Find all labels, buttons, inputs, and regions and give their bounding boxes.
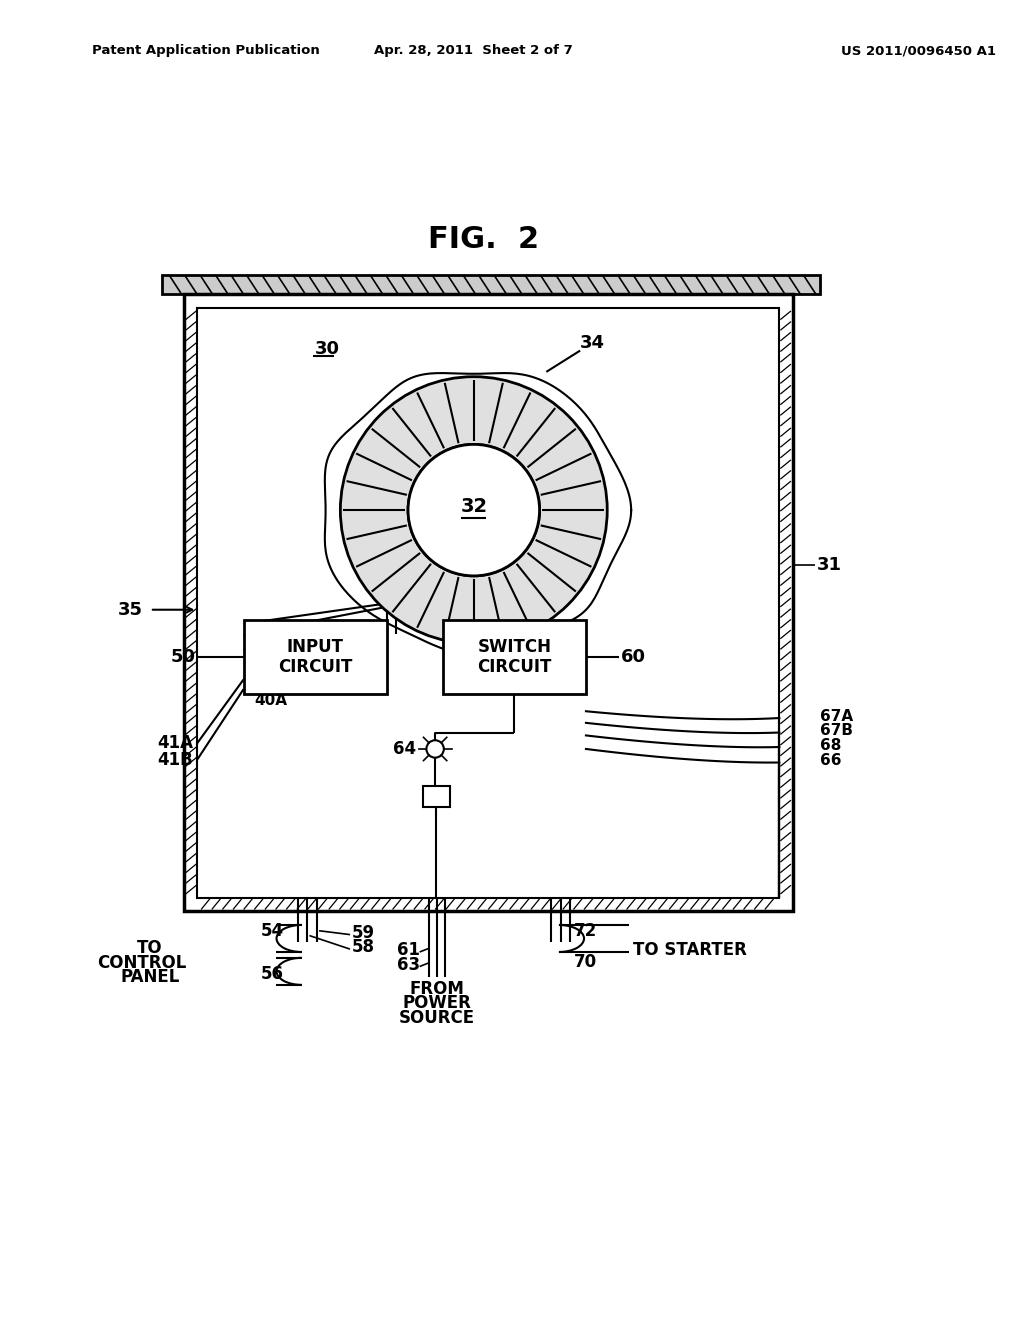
Text: 67B: 67B <box>820 723 853 738</box>
Text: 34: 34 <box>581 334 605 352</box>
Text: 63: 63 <box>396 956 420 974</box>
Text: 68: 68 <box>820 738 842 752</box>
Bar <box>442 620 586 694</box>
Text: Patent Application Publication: Patent Application Publication <box>92 45 319 57</box>
Text: 70: 70 <box>573 953 597 970</box>
Text: 35: 35 <box>118 601 143 619</box>
Text: SOURCE: SOURCE <box>399 1008 475 1027</box>
Polygon shape <box>325 374 631 655</box>
Text: CIRCUIT: CIRCUIT <box>477 657 552 676</box>
Text: 32: 32 <box>460 496 487 516</box>
Text: 56: 56 <box>261 965 284 983</box>
Text: Apr. 28, 2011  Sheet 2 of 7: Apr. 28, 2011 Sheet 2 of 7 <box>375 45 573 57</box>
Text: 50: 50 <box>170 648 196 667</box>
Text: 54: 54 <box>261 921 285 940</box>
Text: 61: 61 <box>396 941 420 960</box>
Text: 66: 66 <box>820 754 842 768</box>
Bar <box>423 785 450 807</box>
Text: 58: 58 <box>352 939 375 956</box>
Text: 41B: 41B <box>158 751 194 768</box>
Bar <box>163 275 820 294</box>
Bar <box>198 308 779 898</box>
Text: FIG.  2: FIG. 2 <box>428 224 539 253</box>
Text: POWER: POWER <box>402 994 471 1012</box>
Text: 30: 30 <box>314 339 339 358</box>
Text: 59: 59 <box>352 924 375 941</box>
Text: 31: 31 <box>817 556 842 574</box>
Text: 60: 60 <box>621 648 646 667</box>
Text: SWITCH: SWITCH <box>477 639 551 656</box>
Text: INPUT: INPUT <box>287 639 344 656</box>
Bar <box>183 294 793 911</box>
Bar <box>244 620 387 694</box>
Text: FROM: FROM <box>410 979 465 998</box>
Text: 72: 72 <box>573 921 597 940</box>
Text: TO STARTER: TO STARTER <box>633 941 748 960</box>
Text: US 2011/0096450 A1: US 2011/0096450 A1 <box>842 45 996 57</box>
Circle shape <box>408 445 540 576</box>
Wedge shape <box>340 376 607 644</box>
Text: 40A: 40A <box>254 693 288 709</box>
Text: 40B: 40B <box>254 684 287 698</box>
Text: CONTROL: CONTROL <box>97 953 186 972</box>
Text: 67A: 67A <box>820 709 853 723</box>
Text: 64: 64 <box>392 741 416 758</box>
Text: 41A: 41A <box>158 734 194 752</box>
Text: PANEL: PANEL <box>120 968 179 986</box>
Text: TO: TO <box>137 939 163 957</box>
Text: CIRCUIT: CIRCUIT <box>279 657 352 676</box>
